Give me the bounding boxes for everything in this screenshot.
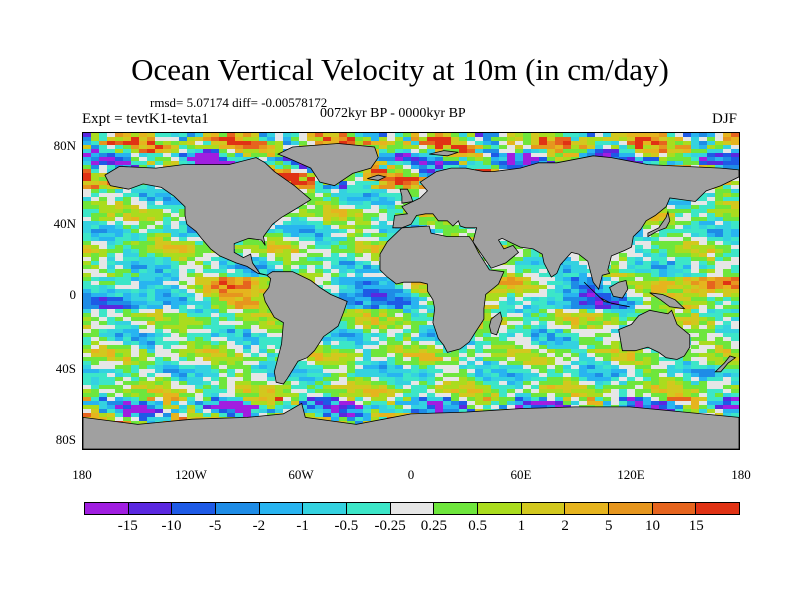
colorbar-box [696,503,740,514]
land-australia [618,309,691,360]
land-north-america [104,157,312,276]
colorbar-label: 0.5 [468,518,487,534]
colorbar-label: -2 [252,518,266,534]
colorbar-box [128,503,173,514]
colorbar-box [652,503,697,514]
land-greenland [276,143,379,187]
lat-label-80n: 80N [53,138,76,153]
lat-label-40n: 40N [53,216,76,231]
colorbar-box [85,503,129,514]
lon-label-180w: 180 [72,467,92,482]
land-africa [379,225,505,353]
colorbar-label: -5 [208,518,222,534]
land-south-america [262,271,348,385]
land-japan [647,210,671,238]
colorbar-label: -1 [296,518,309,534]
land-iceland [367,174,387,181]
colorbar-label: -0.25 [374,518,406,534]
colorbar-label: -0.5 [334,518,359,534]
colorbar-box [303,503,348,514]
land-masses [83,143,739,449]
lon-label-0: 0 [407,467,415,482]
colorbar-box [521,503,566,514]
colorbar [84,502,740,515]
land-new-zealand [714,355,737,373]
land-indonesia [583,281,630,308]
colorbar-box [216,503,260,514]
land-svalbard [429,150,459,157]
colorbar-label: -10 [161,518,182,534]
lat-label-80s: 80S [55,432,76,447]
land-borneo [609,280,629,299]
colorbar-box [609,503,653,514]
colorbar-box [259,503,304,514]
lat-label-equator: 0 [69,287,77,302]
experiment-label: Expt = tevtK1-tevta1 [82,111,209,127]
lon-label-120e: 120E [617,467,645,482]
colorbar-box [565,503,610,514]
figure-title: Ocean Vertical Velocity at 10m (in cm/da… [131,52,669,87]
colorbar-box [434,503,479,514]
land-great-britain [399,188,414,204]
colorbar-label: 1 [517,518,526,534]
land-madagascar [488,311,503,336]
lon-label-180e: 180 [731,467,751,482]
land-eurasia [392,155,739,291]
colorbar-box [172,503,217,514]
rmsd-diff-stats: rmsd= 5.07174 diff= -0.00578172 [150,95,328,110]
colorbar-label: 10 [645,518,661,534]
lon-label-60w: 60W [288,467,314,482]
colorbar-box [478,503,522,514]
world-map [83,133,739,449]
land-new-guinea [649,292,686,310]
time-period-label: 0072kyr BP - 0000kyr BP [320,106,466,121]
colorbar-label: 5 [605,518,613,534]
season-label: DJF [712,111,738,127]
lat-label-40s: 40S [55,361,76,376]
colorbar-label: -15 [117,518,138,534]
colorbar-label: 2 [561,518,569,534]
colorbar-label: 0.25 [420,518,447,534]
colorbar-label: 15 [688,518,704,534]
colorbar-box [347,503,391,514]
lon-label-120w: 120W [175,467,207,482]
colorbar-box [390,503,435,514]
map-frame [82,132,740,450]
land-antarctica [83,402,739,449]
lon-label-60e: 60E [510,467,532,482]
